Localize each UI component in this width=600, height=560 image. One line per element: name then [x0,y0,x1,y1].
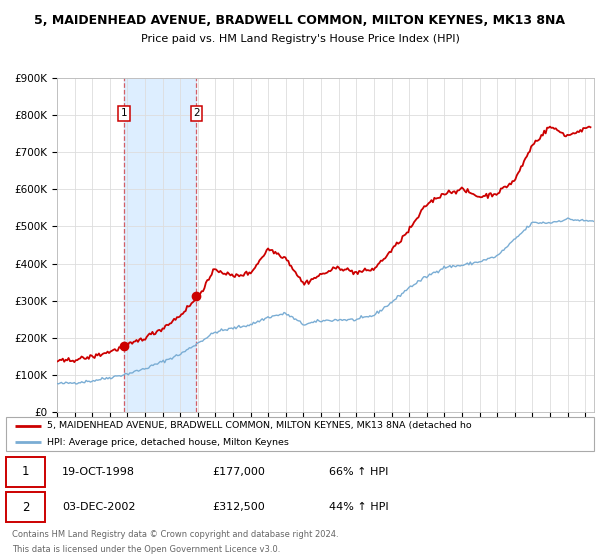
Text: 5, MAIDENHEAD AVENUE, BRADWELL COMMON, MILTON KEYNES, MK13 8NA: 5, MAIDENHEAD AVENUE, BRADWELL COMMON, M… [35,14,566,27]
Text: 03-DEC-2002: 03-DEC-2002 [62,502,136,512]
FancyBboxPatch shape [6,492,45,522]
Text: 66% ↑ HPI: 66% ↑ HPI [329,466,389,477]
Text: 2: 2 [22,501,29,514]
Text: 19-OCT-1998: 19-OCT-1998 [62,466,135,477]
Text: HPI: Average price, detached house, Milton Keynes: HPI: Average price, detached house, Milt… [47,438,289,447]
Text: 2: 2 [193,109,200,118]
Text: 44% ↑ HPI: 44% ↑ HPI [329,502,389,512]
Text: Contains HM Land Registry data © Crown copyright and database right 2024.: Contains HM Land Registry data © Crown c… [12,530,338,539]
Text: Price paid vs. HM Land Registry's House Price Index (HPI): Price paid vs. HM Land Registry's House … [140,34,460,44]
Text: £177,000: £177,000 [212,466,265,477]
Text: 5, MAIDENHEAD AVENUE, BRADWELL COMMON, MILTON KEYNES, MK13 8NA (detached ho: 5, MAIDENHEAD AVENUE, BRADWELL COMMON, M… [47,421,472,430]
Text: 1: 1 [22,465,29,478]
FancyBboxPatch shape [6,456,45,487]
Text: 1: 1 [121,109,127,118]
Text: This data is licensed under the Open Government Licence v3.0.: This data is licensed under the Open Gov… [12,545,280,554]
Bar [124,78,196,412]
Text: £312,500: £312,500 [212,502,265,512]
